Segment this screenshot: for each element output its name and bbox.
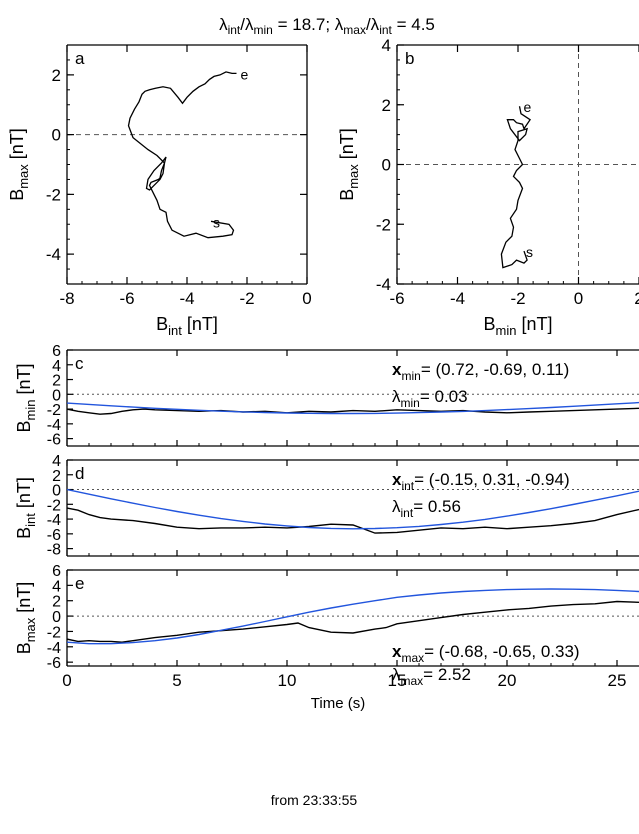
figure-header: λint/λmin = 18.7; λmax/λint = 4.5 [219,15,435,37]
x-tick-label: -2 [510,289,525,308]
x-axis-label: Bmin [nT] [484,314,553,338]
y-tick-label: 0 [52,387,61,404]
y-tick-label: 0 [52,126,61,145]
measured-field-line [67,600,639,643]
y-tick-label: 4 [52,578,61,595]
x-tick-label: -4 [450,289,465,308]
x-tick-label: 0 [62,671,71,690]
y-tick-label: -4 [47,640,61,657]
y-tick-label: 6 [52,563,61,580]
end-marker-label: e [241,66,249,82]
eigenvector-annotation: xint= (-0.15, 0.31, -0.94) [392,470,570,493]
y-tick-label: -8 [47,542,61,559]
y-tick-label: 0 [52,609,61,626]
measured-field-line [67,507,639,534]
panel-a: -8 -6 -4 -2 0 -4 -2 0 2a Bmax [nT] Bint [nT] s e [7,44,312,338]
y-tick-label: -2 [47,402,61,419]
y-tick-label: -4 [47,417,61,434]
panel-label: d [75,464,84,483]
panel-label: c [75,354,84,373]
model-fit-line [67,488,639,530]
x-tick-label: -2 [239,289,254,308]
y-axis-label: Bmax [nT] [7,128,31,201]
hodogram-trace [127,71,237,239]
y-tick-label: 4 [382,36,391,55]
x-tick-label: -6 [119,289,134,308]
x-axis-label: Bint [nT] [156,314,218,338]
y-tick-label: -2 [47,497,61,514]
y-tick-label: 2 [52,594,61,611]
panel-label: e [75,574,84,593]
eigenvalue-annotation: λint= 0.56 [392,497,461,520]
x-axis-label: Time (s) [311,695,365,712]
y-tick-label: -4 [376,275,391,294]
start-marker-label: s [526,244,533,260]
y-tick-label: -6 [47,527,61,544]
x-tick-label: 20 [498,671,517,690]
x-tick-label: 15 [388,671,407,690]
y-tick-label: 0 [382,156,391,175]
x-tick-label: 2 [634,289,639,308]
y-axis-label: Bmax [nT] [14,582,38,655]
eigenvector-annotation: xmin= (0.72, -0.69, 0.11) [392,360,569,383]
eigenvalue-annotation: λmin= 0.03 [392,387,468,410]
y-tick-label: -2 [46,185,61,204]
y-tick-label: 2 [52,66,61,85]
start-marker-label: s [213,214,220,230]
x-tick-label: -6 [389,289,404,308]
x-tick-label: 0 [574,289,583,308]
hodogram-trace [500,106,532,269]
x-tick-label: 10 [278,671,297,690]
panel-label: a [75,49,85,68]
x-tick-label: -8 [59,289,74,308]
measured-field-line [67,407,639,415]
x-tick-label: 25 [608,671,627,690]
x-tick-label: -4 [179,289,194,308]
end-marker-label: e [524,99,532,115]
y-tick-label: 4 [52,453,61,470]
y-tick-label: -6 [47,432,61,449]
y-tick-label: -6 [47,655,61,672]
x-tick-label: 0 [302,289,311,308]
eigenvalue-annotation: λmax= 2.52 [392,665,471,688]
y-axis-label: Bint [nT] [14,477,38,539]
model-fit-line [67,401,639,415]
y-tick-label: 6 [52,343,61,360]
panel-label: b [405,49,414,68]
footer-line: from 23:33:55 [271,792,358,808]
y-tick-label: -4 [47,512,61,529]
y-tick-label: 2 [52,373,61,390]
y-tick-label: 0 [52,483,61,500]
y-tick-label: -2 [376,215,391,234]
eigenvector-annotation: xmax= (-0.68, -0.65, 0.33) [392,642,580,665]
y-tick-label: -4 [46,245,61,264]
y-axis-label: Bmax [nT] [337,128,361,201]
y-tick-label: 4 [52,358,61,375]
y-tick-label: 2 [52,468,61,485]
y-axis-label: Bmin [nT] [14,364,38,433]
x-tick-label: 5 [172,671,181,690]
y-tick-label: 2 [382,96,391,115]
model-fit-line [67,588,639,645]
y-tick-label: -2 [47,624,61,641]
